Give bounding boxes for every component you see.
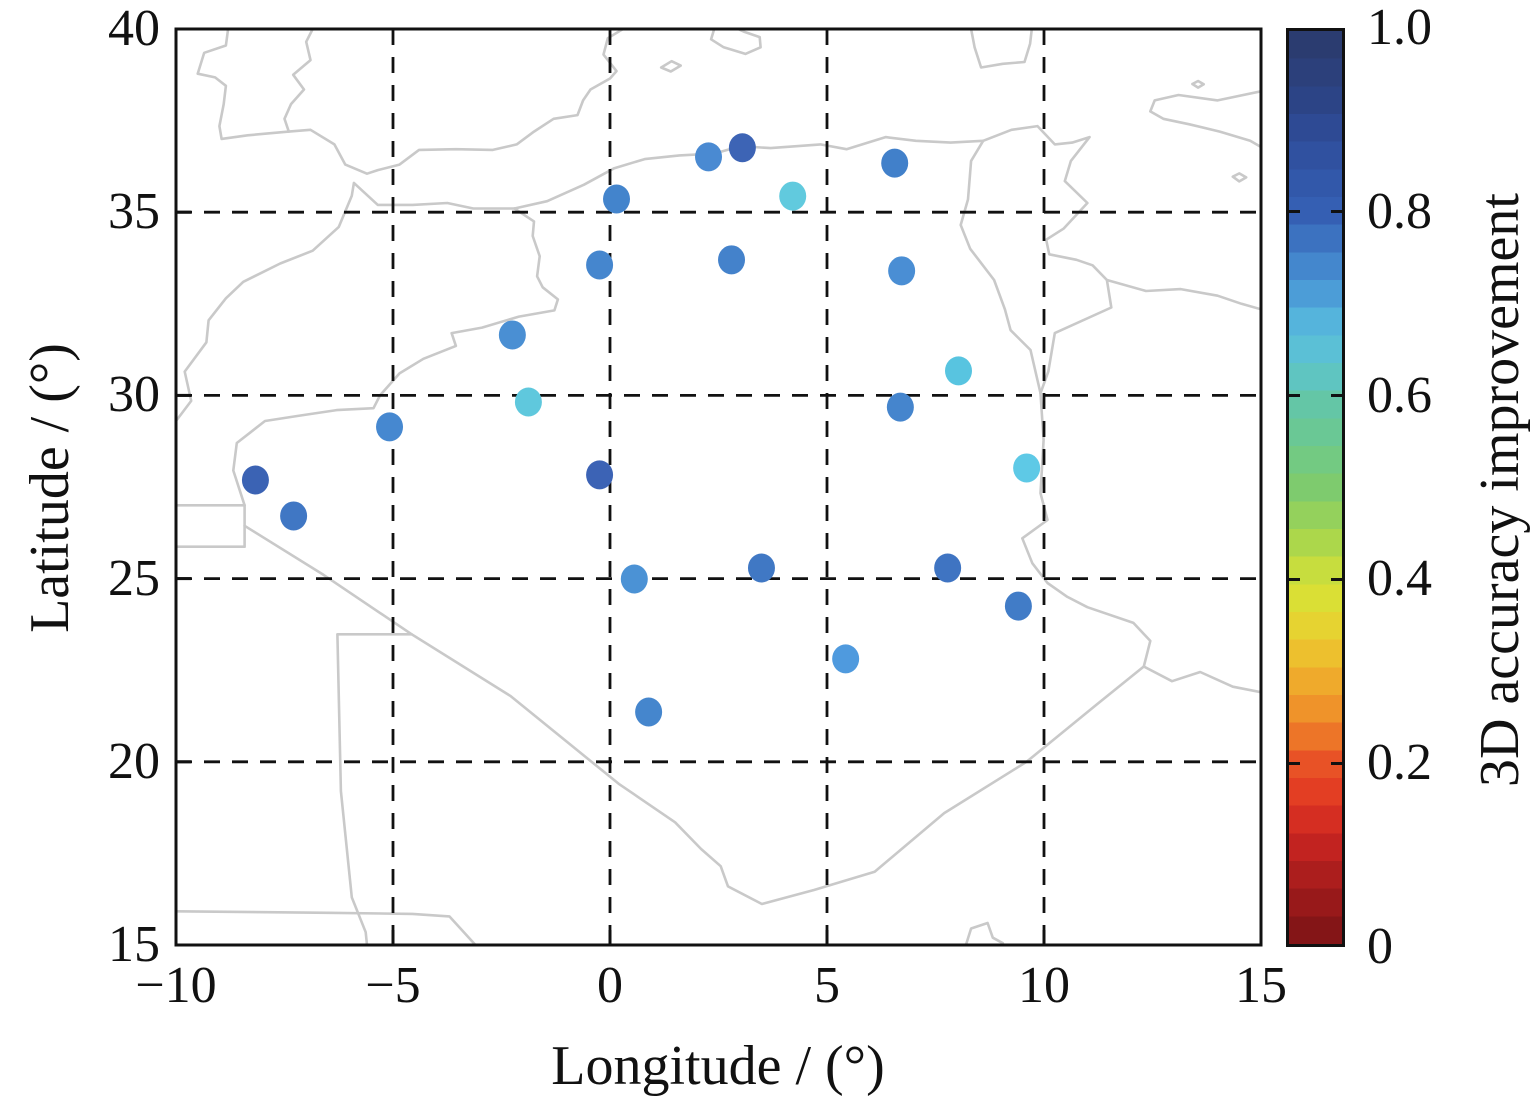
scatter-point [888, 256, 916, 286]
x-tick-label: −10 [135, 957, 217, 1014]
colorbar-tick-label: 0.4 [1367, 550, 1432, 608]
scatter-point [747, 553, 775, 583]
colorbar-tick [1286, 210, 1300, 214]
map-outline-morocco-algeria-border [232, 207, 560, 507]
scatter-point [586, 460, 614, 490]
map-outline-tunisia-libya-border [1039, 278, 1113, 395]
map-outline-iberia-coast [196, 29, 625, 175]
colorbar [1286, 28, 1345, 947]
x-tick-label: 15 [1235, 957, 1287, 1014]
y-tick-label: 25 [108, 549, 160, 607]
scatter-point [376, 412, 404, 442]
colorbar-label: 3D accuracy improvement [1469, 193, 1531, 787]
y-axis-label: Latitude / (°) [19, 343, 81, 633]
map-outline-sahel-border [176, 909, 477, 945]
y-tick-label: 30 [108, 366, 160, 424]
colorbar-tick [1331, 394, 1345, 398]
scatter-point [934, 553, 962, 583]
x-axis-label: Longitude / (°) [551, 1035, 885, 1097]
scatter-point [779, 181, 807, 211]
map-outline-algeria-mali-niger-border [243, 524, 1261, 906]
colorbar-tick [1331, 577, 1345, 581]
map-outline-sicily-coast [1149, 90, 1261, 149]
scatter-point [514, 387, 542, 417]
map-outline-niger-line [964, 921, 1005, 945]
colorbar-tick [1286, 761, 1300, 765]
colorbar-tick-label: 1.0 [1367, 0, 1432, 56]
scatter-point [1013, 453, 1041, 483]
x-tick-label: −5 [365, 957, 421, 1014]
colorbar-tick-label: 0.8 [1367, 182, 1432, 240]
colorbar-tick-label: 0.2 [1367, 734, 1432, 792]
scatter-point [241, 465, 269, 495]
map-outline-algeria-tunisia-libya-border [959, 139, 1152, 668]
map-outline-sardinia-coast [969, 29, 1034, 69]
x-tick-label: 0 [597, 957, 623, 1014]
scatter-point [945, 356, 973, 386]
colorbar-tick-label: 0.6 [1367, 366, 1432, 424]
map-outline-portugal-spain-border [283, 29, 315, 133]
scatter-point [728, 133, 756, 163]
colorbar-tick [1286, 394, 1300, 398]
y-tick-label: 15 [108, 916, 160, 973]
scatter-point [718, 245, 746, 275]
scatter-point [620, 564, 648, 594]
map-outline-malta-island [1231, 172, 1248, 183]
y-tick-label: 35 [108, 183, 160, 241]
map-outline-north-africa-coast [176, 124, 1261, 423]
map-outline-ibiza-island [659, 59, 683, 73]
scatter-point [586, 250, 614, 280]
map-outline-ustica-island [1191, 79, 1205, 89]
x-tick-label: 10 [1018, 957, 1070, 1014]
scatter-point [280, 501, 308, 531]
scatter-point [1004, 591, 1032, 621]
scatter-point [886, 392, 914, 422]
scatter-point [695, 142, 723, 172]
colorbar-tick [1331, 761, 1345, 765]
map-outline-mauritania-mali-border [336, 632, 414, 945]
map-outline-western-sahara-border [176, 503, 246, 549]
y-tick-label: 20 [108, 732, 160, 790]
colorbar-tick [1286, 577, 1300, 581]
colorbar-tick-label: 0 [1367, 918, 1393, 975]
y-tick-label: 40 [108, 0, 160, 57]
map-outline-mallorca-island [709, 29, 762, 56]
scatter-point [603, 184, 631, 214]
scatter-point [832, 644, 860, 674]
x-tick-label: 5 [814, 957, 840, 1014]
colorbar-tick [1331, 210, 1345, 214]
scatter-point [498, 320, 526, 350]
scatter-point [881, 148, 909, 178]
scatter-point [635, 697, 663, 727]
